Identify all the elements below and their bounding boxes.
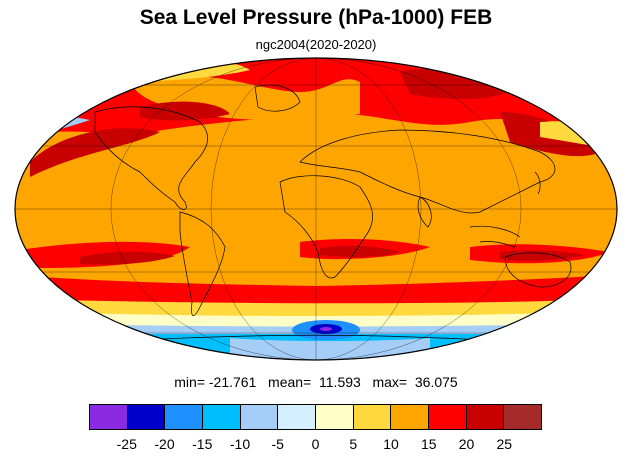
colorbar-swatch <box>127 405 166 429</box>
colorbar-tick-label: 25 <box>496 436 513 452</box>
colorbar-swatch <box>240 405 279 429</box>
mean-value: mean= 11.593 <box>268 374 361 390</box>
coastlines <box>94 84 572 345</box>
colorbar-swatch <box>504 405 542 429</box>
colorbar-swatch <box>278 405 317 429</box>
colorbar-swatch <box>165 405 204 429</box>
colorbar <box>89 404 542 430</box>
colorbar-swatch <box>316 405 354 429</box>
colorbar-swatch <box>90 405 128 429</box>
colorbar-swatch <box>353 405 392 429</box>
map-subtitle: ngc2004(2020-2020) <box>255 37 377 52</box>
colorbar-tick-label: 15 <box>420 436 437 452</box>
colorbar-swatch <box>429 405 467 429</box>
colorbar-tick-label: -10 <box>229 436 251 452</box>
map-title: Sea Level Pressure (hPa-1000) FEB <box>139 6 493 29</box>
min-value: min= -21.761 <box>174 374 257 390</box>
colorbar-tick-label: 20 <box>458 436 475 452</box>
colorbar-tick-label: -5 <box>271 436 284 452</box>
colorbar-tick-label: -15 <box>192 436 213 452</box>
max-value: max= 36.075 <box>372 374 458 390</box>
colorbar-tick-label: 10 <box>383 436 399 452</box>
colorbar-tick-label: -20 <box>154 436 175 452</box>
map-outline <box>14 57 618 361</box>
colorbar-labels: -25 -20 -15 -10 -5 0 5 10 15 20 25 <box>89 436 542 454</box>
colorbar-swatch <box>203 405 241 429</box>
world-pressure-map <box>14 57 618 361</box>
stats-line: min= -21.761 mean= 11.593 max= 36.075 <box>0 374 632 390</box>
colorbar-swatch <box>466 405 505 429</box>
colorbar-tick-label: 0 <box>311 436 320 452</box>
colorbar-tick-label: -25 <box>116 436 137 452</box>
colorbar-tick-label: 5 <box>349 436 358 452</box>
colorbar-swatch <box>391 405 430 429</box>
